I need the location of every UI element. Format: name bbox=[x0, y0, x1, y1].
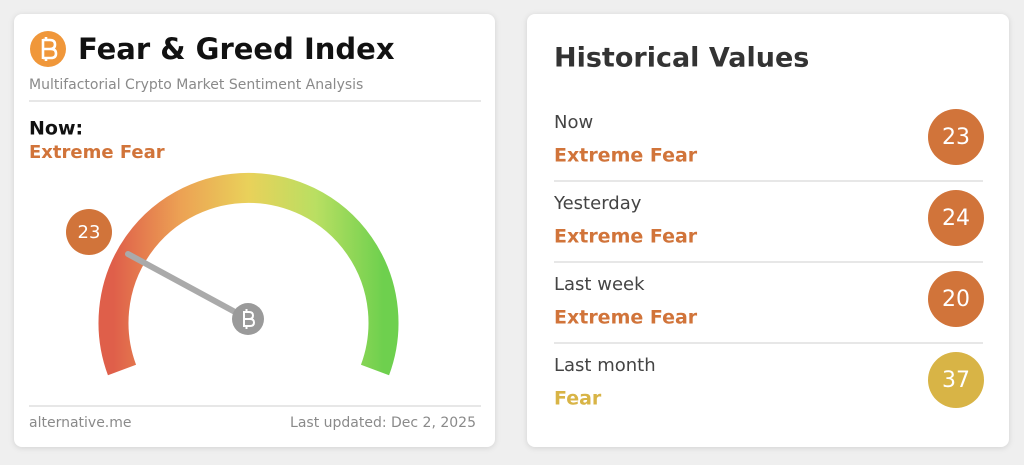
history-card bbox=[527, 14, 1009, 447]
value-bubble bbox=[66, 209, 112, 255]
bitcoin-icon bbox=[30, 31, 66, 67]
history-rows: Now Extreme Fear 23 Yesterday Extreme Fear 24… bbox=[553, 109, 984, 410]
last-updated: Last updated: Dec 2, 2025 bbox=[290, 415, 476, 431]
row-classification: Fear bbox=[554, 388, 602, 410]
row-value: 24 bbox=[942, 206, 970, 231]
row-label: Yesterday bbox=[553, 193, 642, 214]
value-bubble bbox=[928, 352, 984, 408]
gauge-needle bbox=[125, 251, 251, 322]
row-classification: Extreme Fear bbox=[554, 145, 698, 167]
row-classification: Extreme Fear bbox=[554, 307, 698, 329]
classification: Extreme Fear bbox=[29, 142, 165, 163]
row-value: 37 bbox=[942, 368, 970, 393]
value-bubble bbox=[928, 271, 984, 327]
row-label: Now bbox=[554, 112, 593, 133]
history-title: Historical Values bbox=[554, 43, 809, 74]
subtitle: Multifactorial Crypto Market Sentiment A… bbox=[29, 77, 363, 93]
row-value: 23 bbox=[942, 125, 970, 150]
source: alternative.me bbox=[29, 415, 132, 431]
value-bubble bbox=[928, 109, 984, 165]
value-bubble bbox=[928, 190, 984, 246]
row-classification: Extreme Fear bbox=[554, 226, 698, 248]
gauge-knob bbox=[232, 303, 264, 335]
row-label: Last month bbox=[554, 355, 656, 376]
gauge-arc bbox=[98, 172, 399, 376]
now-label: Now: bbox=[29, 118, 83, 140]
row-label: Last week bbox=[554, 274, 645, 295]
row-value: 20 bbox=[942, 287, 970, 312]
value-label: 23 bbox=[78, 222, 101, 243]
title: Fear & Greed Index bbox=[78, 32, 395, 66]
